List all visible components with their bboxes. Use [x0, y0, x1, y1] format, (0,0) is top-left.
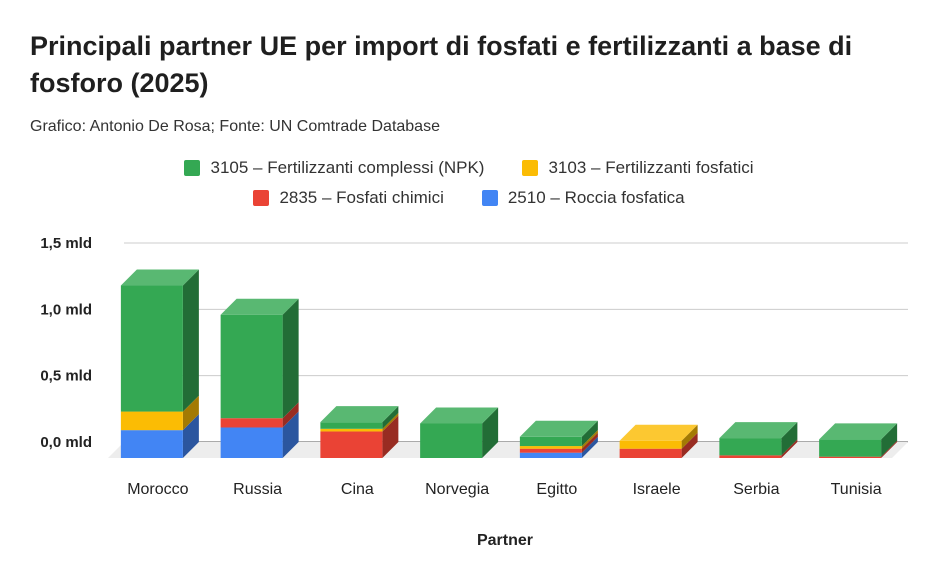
y-tick-label: 0,5 mld [40, 368, 92, 385]
bar-segment-side [382, 415, 399, 458]
bar-segment [320, 428, 383, 432]
legend-swatch-fosfati-chimici [253, 190, 270, 206]
bar-group [120, 269, 199, 458]
floor-plane [108, 442, 908, 458]
bar-segment [819, 456, 882, 458]
x-category-label: Egitto [536, 481, 577, 498]
legend-swatch-fosfatici [522, 160, 539, 176]
bar-segment-side [781, 422, 798, 456]
x-category-label: Israele [633, 481, 681, 498]
legend-label-roccia: 2510 – Roccia fosfatica [507, 188, 685, 207]
bar-segment [420, 423, 483, 458]
legend-label-fosfati-chimici: 2835 – Fosfati chimici [279, 188, 444, 207]
bar-segment-side [681, 432, 698, 458]
bar-segment [619, 440, 682, 449]
legend-swatch-roccia [481, 190, 498, 206]
bar-segment-side [581, 420, 598, 447]
y-tick-label: 1,5 mld [40, 235, 92, 252]
bar-group [220, 298, 299, 458]
chart-title: Principali partner UE per import di fosf… [30, 31, 853, 98]
bar-group [420, 407, 499, 458]
bar-segment-side [282, 411, 299, 458]
bar-segment [519, 446, 582, 449]
x-category-label: Serbia [733, 481, 779, 498]
x-category-label: Norvegia [425, 481, 489, 498]
bar-segment-side [282, 402, 299, 428]
bar-segment-side [581, 432, 598, 453]
bar-segment-top [819, 423, 898, 440]
bar-segment [320, 422, 383, 429]
bar-segment [619, 448, 682, 458]
bar-segment [220, 418, 283, 428]
legend-label-fosfatici: 3103 – Fertilizzanti fosfatici [548, 158, 754, 177]
bar-segment-top [220, 298, 299, 315]
bar-group [719, 422, 798, 458]
bar-segment-side [282, 298, 299, 419]
bar-segment-side [681, 424, 698, 449]
legend-row-2: 2835 – Fosfati chimici 2510 – Roccia fos… [0, 188, 938, 208]
chart-subtitle: Grafico: Antonio De Rosa; Fonte: UN Comt… [30, 118, 440, 135]
bar-segment-top [519, 420, 598, 437]
y-axis-ticks: 0,0 mld 0,5 mld 1,0 mld 1,5 mld [40, 235, 92, 451]
x-axis-title: Partner [477, 532, 533, 549]
bar-segment [819, 439, 882, 457]
bar-segment [220, 427, 283, 458]
bar-segment-side [781, 439, 798, 458]
bar-segment [519, 452, 582, 458]
bar-segment [519, 436, 582, 447]
bar-segment-side [382, 406, 399, 429]
bar-segment-side [581, 436, 598, 458]
bar-group [320, 406, 399, 458]
legend-label-npk: 3105 – Fertilizzanti complessi (NPK) [210, 158, 485, 177]
bar-segment-side [881, 440, 898, 458]
bar-segment-side [581, 430, 598, 449]
bar-group [519, 420, 598, 458]
bar-segment-side [482, 407, 499, 458]
bar-segment-side [182, 269, 199, 412]
legend-item-fosfatici: 3103 – Fertilizzanti fosfatici [522, 158, 754, 178]
bar-segment-top [420, 407, 499, 424]
bar-segment [719, 438, 782, 456]
bar-segment-top [120, 269, 199, 286]
legend-item-roccia: 2510 – Roccia fosfatica [481, 188, 685, 208]
x-category-label: Cina [341, 481, 374, 498]
legend-item-npk: 3105 – Fertilizzanti complessi (NPK) [184, 158, 484, 178]
bar-segment [120, 411, 183, 431]
bar-segment-side [182, 414, 199, 458]
y-tick-label: 0,0 mld [40, 434, 92, 451]
bar-segment [120, 430, 183, 458]
x-axis-categories: Morocco Russia Cina Norvegia Egitto Israele Se… [127, 481, 882, 498]
legend-swatch-npk [184, 160, 201, 176]
bar-group [819, 423, 898, 458]
legend-item-fosfati-chimici: 2835 – Fosfati chimici [253, 188, 444, 208]
bar-group [619, 424, 698, 458]
bar-segment-top [719, 422, 798, 439]
bar-segment-side [881, 423, 898, 457]
bar-segment-side [382, 412, 399, 432]
x-category-label: Russia [233, 481, 282, 498]
bar-segment [120, 285, 183, 412]
bar-segment-side [182, 395, 199, 431]
bar-segment-top [619, 424, 698, 441]
bar-segment [320, 431, 383, 458]
bars [120, 269, 898, 458]
x-category-label: Morocco [127, 481, 188, 498]
x-category-label: Tunisia [831, 481, 882, 498]
bar-segment [519, 448, 582, 453]
legend-row-1: 3105 – Fertilizzanti complessi (NPK) 310… [0, 158, 938, 178]
bar-segment-top [320, 406, 399, 423]
bar-segment [719, 455, 782, 458]
bar-segment [220, 314, 283, 419]
y-tick-label: 1,0 mld [40, 301, 92, 318]
chart-floor [108, 442, 908, 458]
